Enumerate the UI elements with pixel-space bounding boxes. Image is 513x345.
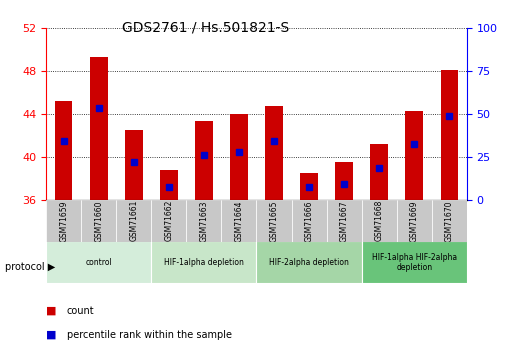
Text: control: control — [85, 258, 112, 267]
Text: GSM71669: GSM71669 — [410, 200, 419, 242]
FancyBboxPatch shape — [256, 200, 291, 242]
Bar — [55, 101, 72, 200]
FancyBboxPatch shape — [222, 200, 256, 242]
Bar — [441, 70, 458, 200]
Bar — [405, 111, 423, 200]
Bar — [125, 130, 143, 200]
Text: percentile rank within the sample: percentile rank within the sample — [67, 330, 232, 339]
Bar — [300, 173, 318, 200]
FancyBboxPatch shape — [46, 241, 151, 283]
Text: GSM71660: GSM71660 — [94, 200, 103, 242]
Text: count: count — [67, 306, 94, 315]
Text: GSM71663: GSM71663 — [200, 200, 208, 242]
Text: GSM71666: GSM71666 — [305, 200, 313, 242]
Text: GSM71664: GSM71664 — [234, 200, 244, 242]
Text: GSM71667: GSM71667 — [340, 200, 349, 242]
Text: GDS2761 / Hs.501821-S: GDS2761 / Hs.501821-S — [122, 21, 289, 35]
Text: GSM71659: GSM71659 — [59, 200, 68, 242]
Bar — [230, 114, 248, 200]
FancyBboxPatch shape — [362, 241, 467, 283]
Text: HIF-2alpha depletion: HIF-2alpha depletion — [269, 258, 349, 267]
Text: HIF-1alpha HIF-2alpha
depletion: HIF-1alpha HIF-2alpha depletion — [372, 253, 457, 272]
FancyBboxPatch shape — [151, 241, 256, 283]
FancyBboxPatch shape — [362, 200, 397, 242]
FancyBboxPatch shape — [46, 200, 81, 242]
Bar — [160, 170, 177, 200]
FancyBboxPatch shape — [81, 200, 116, 242]
Text: ■: ■ — [46, 330, 56, 339]
Text: GSM71665: GSM71665 — [269, 200, 279, 242]
Text: ■: ■ — [46, 306, 56, 315]
Bar — [90, 57, 108, 200]
Text: GSM71670: GSM71670 — [445, 200, 454, 242]
Bar — [265, 106, 283, 200]
Text: GSM71662: GSM71662 — [164, 200, 173, 242]
FancyBboxPatch shape — [186, 200, 222, 242]
Bar — [336, 162, 353, 200]
FancyBboxPatch shape — [116, 200, 151, 242]
FancyBboxPatch shape — [432, 200, 467, 242]
FancyBboxPatch shape — [327, 200, 362, 242]
Text: GSM71661: GSM71661 — [129, 200, 139, 242]
Bar — [195, 121, 213, 200]
FancyBboxPatch shape — [256, 241, 362, 283]
Text: protocol ▶: protocol ▶ — [5, 263, 55, 272]
FancyBboxPatch shape — [291, 200, 327, 242]
FancyBboxPatch shape — [151, 200, 186, 242]
Bar — [370, 144, 388, 200]
Text: HIF-1alpha depletion: HIF-1alpha depletion — [164, 258, 244, 267]
Text: GSM71668: GSM71668 — [374, 200, 384, 242]
FancyBboxPatch shape — [397, 200, 432, 242]
